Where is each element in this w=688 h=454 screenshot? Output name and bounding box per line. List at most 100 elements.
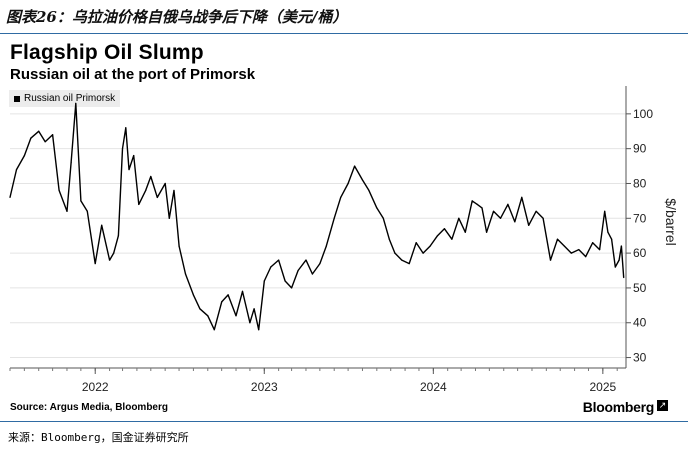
data-point: [353, 165, 356, 167]
data-point: [284, 280, 286, 282]
data-point: [168, 217, 170, 219]
data-point: [549, 259, 552, 261]
data-point: [507, 203, 509, 205]
data-point: [514, 221, 516, 223]
x-tick-label: 2024: [420, 380, 447, 394]
chart-subtitle: Russian oil at the port of Primorsk: [10, 66, 256, 83]
data-point: [604, 210, 606, 212]
data-point: [436, 235, 439, 237]
data-point: [138, 203, 140, 205]
chart-title: Flagship Oil Slump: [10, 41, 204, 64]
data-point: [253, 308, 255, 310]
data-point: [521, 196, 523, 199]
data-point: [592, 242, 594, 244]
caption-divider: [0, 33, 688, 34]
brand-logo: Bloomberg: [582, 399, 655, 415]
data-point: [156, 196, 158, 199]
data-point: [388, 238, 390, 240]
data-point: [291, 287, 293, 289]
y-tick-label: 100: [633, 107, 653, 121]
data-point: [145, 189, 147, 192]
legend-swatch: [14, 95, 20, 102]
data-point: [325, 245, 327, 247]
data-point: [94, 262, 96, 265]
data-point: [113, 252, 115, 254]
data-point: [15, 168, 18, 171]
data-point: [235, 315, 237, 317]
data-point: [408, 262, 410, 265]
footer-note: 来源：Bloomberg，国金证券研究所: [8, 431, 189, 444]
data-point: [178, 245, 180, 247]
data-point: [44, 141, 46, 143]
data-point: [382, 217, 384, 219]
data-point: [278, 259, 280, 261]
series-layer: [9, 102, 625, 331]
data-point: [23, 155, 25, 157]
data-point: [184, 273, 187, 275]
data-point: [199, 308, 201, 310]
legend-label: Russian oil Primorsk: [24, 93, 116, 104]
data-point: [319, 262, 321, 265]
data-point: [585, 255, 587, 258]
data-point: [70, 161, 72, 164]
data-point: [241, 290, 244, 293]
y-tick-label: 70: [633, 211, 647, 225]
data-point: [164, 182, 166, 185]
data-point: [401, 259, 403, 261]
data-point: [66, 210, 68, 212]
data-point: [394, 252, 396, 254]
data-point: [570, 252, 572, 254]
data-point: [125, 127, 127, 129]
data-point: [340, 196, 342, 199]
figure-caption: 图表26：乌拉油价格自俄乌战争后下降（美元/桶）: [6, 8, 348, 26]
axes: 30 40 50 60 70 80 90 100 $/barrel 2022 2023 2024 202…: [9, 86, 679, 394]
y-tick-label: 50: [633, 281, 647, 295]
data-point: [227, 294, 229, 296]
data-point: [443, 228, 446, 230]
footer-divider: [0, 421, 688, 422]
data-point: [213, 329, 215, 331]
data-point: [528, 224, 530, 226]
data-point: [476, 203, 478, 205]
data-point: [415, 242, 417, 244]
chart-legend: Russian oil Primorsk: [9, 90, 121, 107]
data-point: [221, 301, 223, 303]
data-point: [297, 269, 299, 272]
data-point: [52, 134, 54, 136]
data-point: [249, 322, 251, 324]
data-point: [311, 273, 314, 275]
data-point: [150, 175, 152, 178]
data-point: [361, 179, 364, 181]
x-tick-label: 2023: [251, 380, 278, 394]
data-point: [464, 231, 466, 233]
series-line-0: [9, 102, 625, 331]
data-point: [38, 130, 40, 132]
x-tick-label: 2022: [82, 380, 109, 394]
data-point: [173, 189, 175, 192]
data-point: [368, 189, 370, 192]
data-point: [607, 231, 609, 233]
data-point: [86, 210, 88, 212]
data-point: [623, 276, 625, 279]
data-point: [451, 238, 453, 240]
data-point: [258, 329, 260, 331]
data-point: [563, 245, 566, 247]
y-tick-label: 30: [633, 351, 647, 365]
data-point: [192, 294, 195, 296]
data-point: [347, 182, 349, 185]
data-point: [58, 189, 60, 192]
data-point: [485, 231, 488, 233]
data-point: [614, 266, 616, 268]
y-tick-label: 60: [633, 246, 647, 260]
data-point: [620, 245, 622, 247]
data-point: [80, 200, 82, 202]
data-point: [376, 207, 378, 209]
data-point: [9, 196, 11, 199]
data-point: [422, 252, 424, 254]
data-point: [542, 217, 544, 219]
data-point: [333, 217, 335, 219]
data-point: [75, 102, 77, 105]
data-point: [535, 210, 537, 212]
y-axis-title: $/barrel: [663, 198, 679, 245]
